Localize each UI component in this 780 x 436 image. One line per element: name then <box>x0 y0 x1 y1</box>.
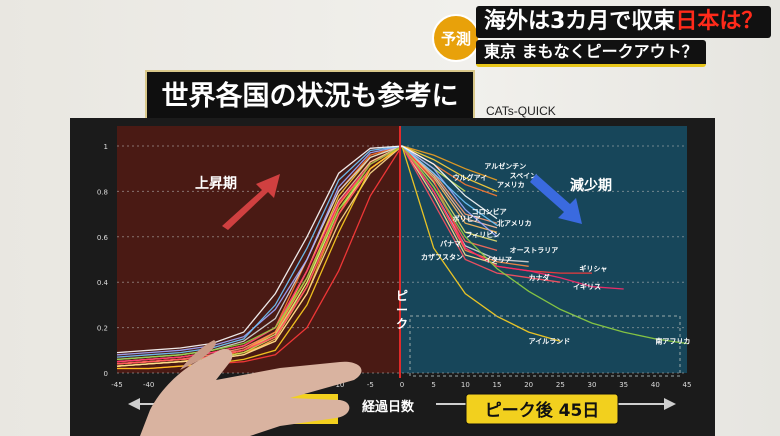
y-tick-label: 0.6 <box>97 234 109 242</box>
headline-main-a: 海外は3カ月で収束 <box>484 9 676 34</box>
series-label: オーストラリア <box>510 247 559 255</box>
series-label: フィリピン <box>465 230 500 239</box>
series-label: 南アフリカ <box>655 336 690 345</box>
x-tick-label: 0 <box>400 381 404 389</box>
x-tick-label: 20 <box>524 381 533 389</box>
data-credit: CATs-QUICK <box>486 104 556 118</box>
headline: 予測 海外は3カ月で収束日本は？ 東京 まもなくピークアウト？ <box>432 4 776 67</box>
series-label: ウルグアイ <box>453 173 488 182</box>
y-tick-label: 0.4 <box>97 279 109 287</box>
x-tick-label: -45 <box>111 381 122 389</box>
headline-main: 海外は3カ月で収束日本は？ <box>476 6 772 38</box>
post-peak-box <box>465 393 619 425</box>
x-tick-label: -5 <box>367 381 374 389</box>
series-line <box>116 145 498 354</box>
series-lines <box>116 144 688 370</box>
y-tick-label: 0 <box>104 370 108 378</box>
phase-right-label: 減少期 <box>570 177 612 194</box>
x-tick-label: 5 <box>431 381 435 389</box>
x-tick-label: 25 <box>556 381 565 389</box>
rise-arrow-icon <box>222 174 280 230</box>
series-label: イギリス <box>573 282 601 291</box>
series-label: アイルランド <box>529 337 571 345</box>
series-label: アルゼンチン <box>484 162 526 171</box>
x-tick-label: 35 <box>619 381 628 389</box>
series-label: 北アメリカ <box>497 218 532 227</box>
series-label: イタリア <box>484 255 512 264</box>
peak-label: ピーク <box>396 289 408 331</box>
x-tick-label: -10 <box>333 381 344 389</box>
x-tick-label: 30 <box>588 381 597 389</box>
y-tick-label: 0.2 <box>97 325 108 333</box>
x-tick-label: -40 <box>143 381 154 389</box>
post-peak-label: ピーク後 45日 <box>485 400 600 421</box>
y-tick-label: 0.8 <box>97 188 108 196</box>
series-line <box>116 145 498 358</box>
xlabel-box <box>340 394 436 416</box>
y-tick-labels: 0 0.2 0.4 0.6 0.8 1 <box>97 143 109 378</box>
x-tick-label: 10 <box>461 381 470 389</box>
headline-main-b: 日本は？ <box>675 9 764 34</box>
series-label: コロンビア <box>472 207 507 216</box>
series-label: ボリビア <box>453 214 481 223</box>
prediction-badge: 予測 <box>432 14 480 62</box>
series-label: ギリシャ <box>579 264 607 273</box>
series-label: カナダ <box>529 273 550 282</box>
y-tick-label: 1 <box>104 143 108 151</box>
headline-sub: 東京 まもなくピークアウト？ <box>476 40 706 67</box>
series-line <box>116 145 498 367</box>
caption-title: 世界各国の状況も参考に <box>145 70 475 120</box>
series-label: アメリカ <box>497 181 525 189</box>
x-axis-label: 経過日数 <box>362 399 415 415</box>
phase-left-label: 上昇期 <box>195 176 237 192</box>
series-label: パナマ <box>440 239 461 248</box>
x-tick-label: 40 <box>651 381 660 389</box>
fall-arrow-icon <box>530 174 582 224</box>
series-line <box>116 145 498 356</box>
post-peak-dashed-box <box>409 315 681 377</box>
chart-panel: 00.20.40.60.81 -45-40-35-30-25-20-15-10-… <box>70 118 715 436</box>
series-label: カザフスタン <box>421 253 463 262</box>
series-label: スペイン <box>510 172 538 180</box>
x-tick-label: 45 <box>683 381 692 389</box>
presenter-hand <box>140 340 362 436</box>
chart-svg: 00.20.40.60.81 -45-40-35-30-25-20-15-10-… <box>97 126 692 425</box>
x-tick-label: 15 <box>493 381 502 389</box>
